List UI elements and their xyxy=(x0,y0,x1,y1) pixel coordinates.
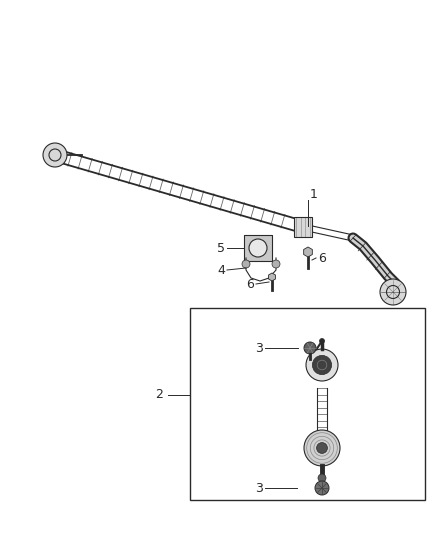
Text: 5: 5 xyxy=(217,241,225,254)
Text: 6: 6 xyxy=(318,252,326,264)
Circle shape xyxy=(319,338,325,343)
Circle shape xyxy=(318,474,326,482)
Text: 6: 6 xyxy=(246,278,254,290)
Circle shape xyxy=(315,481,329,495)
Circle shape xyxy=(242,260,250,268)
Circle shape xyxy=(380,279,406,305)
Text: 3: 3 xyxy=(255,342,263,354)
Circle shape xyxy=(317,442,327,454)
Circle shape xyxy=(304,430,340,466)
Text: 1: 1 xyxy=(310,189,318,201)
Bar xyxy=(294,217,312,237)
Text: 4: 4 xyxy=(217,263,225,277)
Text: 2: 2 xyxy=(155,389,163,401)
Polygon shape xyxy=(268,273,276,281)
Circle shape xyxy=(272,260,280,268)
Circle shape xyxy=(249,239,267,257)
Text: 3: 3 xyxy=(255,481,263,495)
Circle shape xyxy=(43,143,67,167)
Bar xyxy=(190,308,425,500)
Circle shape xyxy=(304,342,316,354)
Polygon shape xyxy=(304,247,312,257)
Bar xyxy=(244,235,272,261)
Circle shape xyxy=(306,349,338,381)
Circle shape xyxy=(312,356,332,375)
